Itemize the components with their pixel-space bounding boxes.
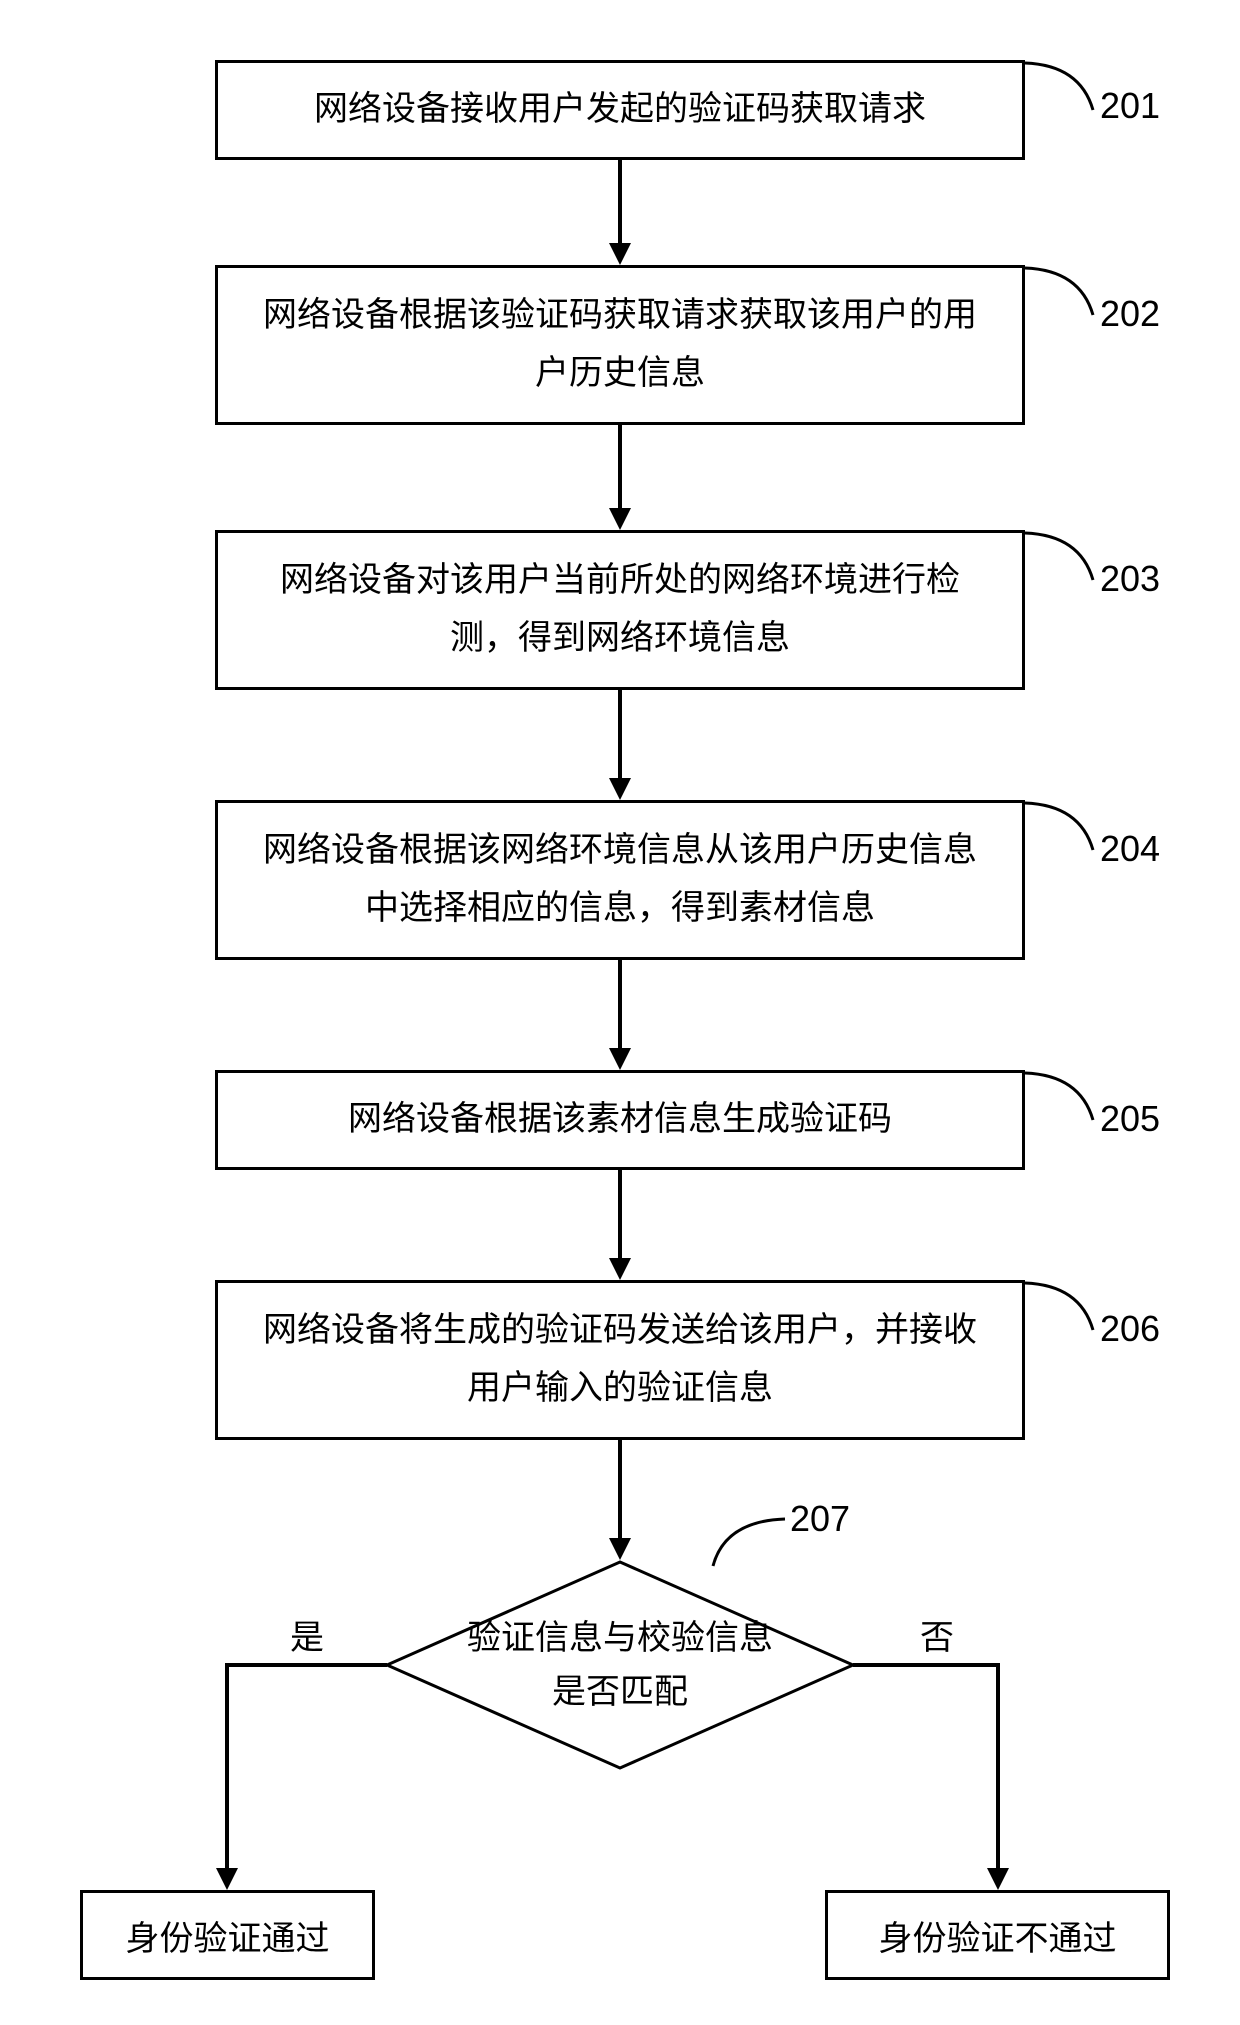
decision-text: 验证信息与校验信息是否匹配 [460, 1611, 780, 1720]
process-step-201: 网络设备接收用户发起的验证码获取请求 [215, 60, 1025, 160]
arrow-204-205 [618, 960, 622, 1050]
arrow-head-202-203 [609, 508, 631, 530]
arrow-decision-left-h [225, 1663, 387, 1667]
decision-text-container: 验证信息与校验信息是否匹配 [385, 1560, 855, 1770]
step-202-label: 202 [1100, 293, 1160, 335]
step-203-label: 203 [1100, 558, 1160, 600]
process-step-203: 网络设备对该用户当前所处的网络环境进行检测，得到网络环境信息 [215, 530, 1025, 690]
arrow-201-202 [618, 160, 622, 245]
terminal-fail: 身份验证不通过 [825, 1890, 1170, 1980]
step-203-text: 网络设备对该用户当前所处的网络环境进行检测，得到网络环境信息 [248, 552, 992, 668]
step-201-text: 网络设备接收用户发起的验证码获取请求 [314, 81, 926, 139]
decision-yes-label: 是 [290, 1610, 324, 1659]
arrow-head-204-205 [609, 1048, 631, 1070]
step-202-text: 网络设备根据该验证码获取请求获取该用户的用户历史信息 [248, 287, 992, 403]
process-step-202: 网络设备根据该验证码获取请求获取该用户的用户历史信息 [215, 265, 1025, 425]
label-connector-204 [1025, 800, 1105, 855]
label-connector-202 [1025, 265, 1105, 320]
step-207-label: 207 [790, 1498, 850, 1540]
arrow-head-203-204 [609, 778, 631, 800]
step-206-label: 206 [1100, 1308, 1160, 1350]
label-connector-203 [1025, 530, 1105, 585]
step-204-text: 网络设备根据该网络环境信息从该用户历史信息中选择相应的信息，得到素材信息 [248, 822, 992, 938]
arrow-202-203 [618, 425, 622, 510]
step-206-text: 网络设备将生成的验证码发送给该用户，并接收用户输入的验证信息 [248, 1302, 992, 1418]
arrow-decision-right-h [853, 1663, 1000, 1667]
arrow-head-206-decision [609, 1538, 631, 1560]
arrow-206-decision [618, 1440, 622, 1540]
decision-step-207: 验证信息与校验信息是否匹配 [385, 1560, 855, 1770]
process-step-205: 网络设备根据该素材信息生成验证码 [215, 1070, 1025, 1170]
arrow-decision-right-v [996, 1663, 1000, 1870]
flowchart-container: 网络设备接收用户发起的验证码获取请求 201 网络设备根据该验证码获取请求获取该… [0, 0, 1240, 2025]
process-step-206: 网络设备将生成的验证码发送给该用户，并接收用户输入的验证信息 [215, 1280, 1025, 1440]
arrow-head-decision-fail [987, 1868, 1009, 1890]
arrow-head-201-202 [609, 243, 631, 265]
step-201-label: 201 [1100, 85, 1160, 127]
label-connector-206 [1025, 1280, 1105, 1335]
fail-text: 身份验证不通过 [879, 1911, 1117, 1960]
step-205-text: 网络设备根据该素材信息生成验证码 [348, 1091, 892, 1149]
arrow-205-206 [618, 1170, 622, 1260]
pass-text: 身份验证通过 [126, 1911, 330, 1960]
arrow-head-205-206 [609, 1258, 631, 1280]
terminal-pass: 身份验证通过 [80, 1890, 375, 1980]
step-205-label: 205 [1100, 1098, 1160, 1140]
label-connector-205 [1025, 1070, 1105, 1125]
label-connector-201 [1025, 60, 1105, 115]
arrow-decision-left-v [225, 1663, 229, 1870]
arrow-203-204 [618, 690, 622, 780]
step-204-label: 204 [1100, 828, 1160, 870]
arrow-head-decision-pass [216, 1868, 238, 1890]
decision-no-label: 否 [920, 1610, 954, 1659]
process-step-204: 网络设备根据该网络环境信息从该用户历史信息中选择相应的信息，得到素材信息 [215, 800, 1025, 960]
